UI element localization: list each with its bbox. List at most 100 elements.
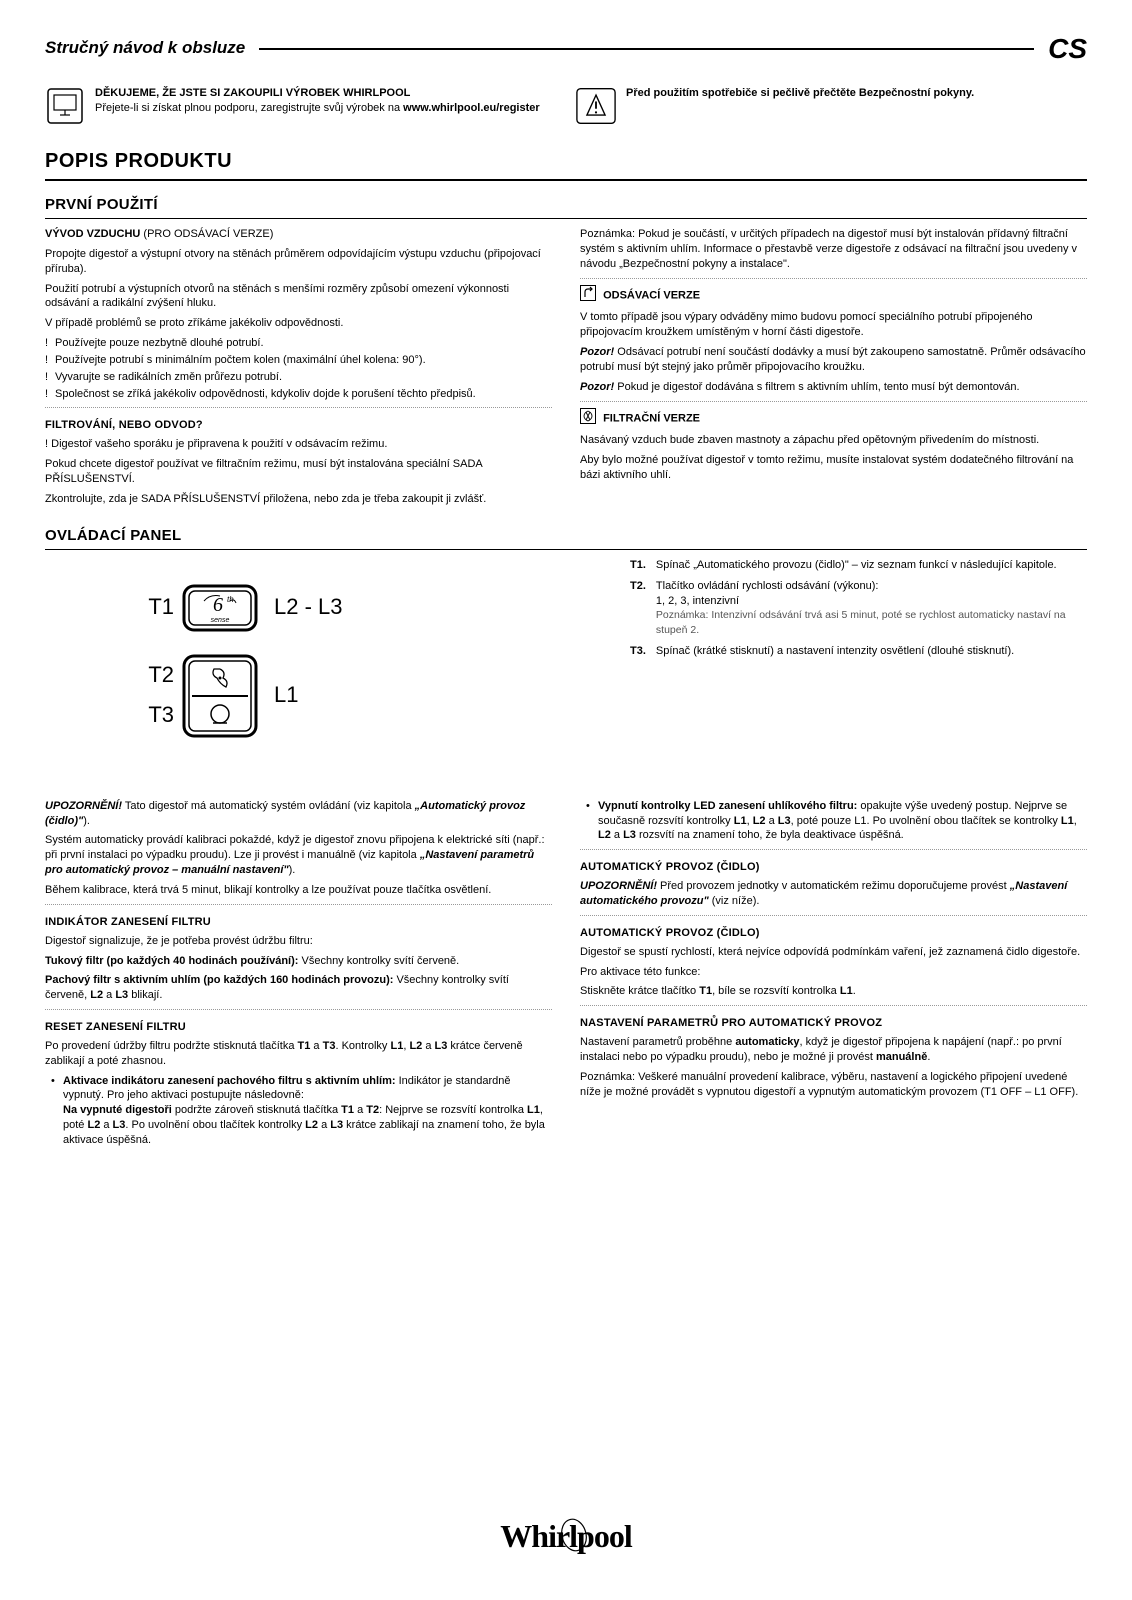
control-panel-title: OVLÁDACÍ PANEL <box>45 526 1087 550</box>
ind3f: blikají. <box>128 989 162 1001</box>
dv1: V tomto případě jsou výpary odváděny mim… <box>580 310 1087 340</box>
t2-key: T2. <box>630 579 656 644</box>
param2: Poznámka: Veškeré manuální provedení kal… <box>580 1070 1087 1100</box>
bullet-deactivation: Vypnutí kontrolky LED zanesení uhlíkovéh… <box>580 799 1087 844</box>
rb1g: L3 <box>778 815 791 827</box>
li-1: Používejte pouze nezbytně dlouhé potrubí… <box>45 336 552 351</box>
t2-line2: 1, 2, 3, intenzivní <box>656 595 739 607</box>
fod1: Digestoř vašeho sporáku je připravena k … <box>51 438 387 450</box>
li-2: Používejte potrubí s minimálním počtem k… <box>45 353 552 368</box>
air-outlet-title: VÝVOD VZDUCHU <box>45 228 140 240</box>
b1n: . Po uvolnění obou tlačítek kontrolky <box>125 1119 305 1131</box>
b1q: L3 <box>330 1119 343 1131</box>
li-3: Vyvarujte se radikálních změn průřezu po… <box>45 370 552 385</box>
ind3d: a <box>103 989 115 1001</box>
duct-icon <box>580 285 596 306</box>
warn1a: UPOZORNĚNÍ! <box>45 800 122 812</box>
r1h: L2 <box>409 1040 422 1052</box>
thanks-text: DĚKUJEME, ŽE JSTE SI ZAKOUPILI VÝROBEK W… <box>95 86 540 116</box>
b1m: L3 <box>113 1119 126 1131</box>
divider <box>580 1005 1087 1006</box>
p-connect: Propojte digestoř a výstupní otvory na s… <box>45 247 552 277</box>
r1e: . Kontrolky <box>335 1040 390 1052</box>
control-panel-row: T1 6 th sense L2 - L3 T2 T3 <box>45 558 1087 785</box>
auto2a: Digestoř se spustí rychlostí, která nejv… <box>580 945 1087 960</box>
b1h: : Nejprve se rozsvítí kontrolka <box>379 1104 527 1116</box>
diagram-col: T1 6 th sense L2 - L3 T2 T3 <box>45 558 502 785</box>
svg-text:T3: T3 <box>148 702 174 727</box>
quick-guide-title: Stručný návod k obsluze <box>45 37 245 60</box>
svg-text:6: 6 <box>213 594 223 616</box>
divider <box>580 849 1087 850</box>
auto2b: Pro aktivace této funkce: <box>580 965 1087 980</box>
t2-val: Tlačítko ovládání rychlosti odsávání (vý… <box>656 579 1087 644</box>
p-disclaimer: V případě problémů se proto zříkáme jaké… <box>45 316 552 331</box>
param1a: Nastavení parametrů proběhne <box>580 1036 735 1048</box>
warn1b: Tato digestoř má automatický systém ovlá… <box>122 800 415 812</box>
divider <box>580 401 1087 402</box>
first-use-columns: VÝVOD VZDUCHU (PRO ODSÁVACÍ VERZE) Propo… <box>45 227 1087 512</box>
rb1e: L2 <box>753 815 766 827</box>
dv2a: Pozor! <box>580 346 614 358</box>
b1o: L2 <box>305 1119 318 1131</box>
r1d: T3 <box>323 1040 336 1052</box>
section-popis-title: POPIS PRODUKTU <box>45 148 1087 181</box>
svg-text:L1: L1 <box>274 682 298 707</box>
control-list: T1. Spínač „Automatického provozu (čidlo… <box>630 558 1087 665</box>
filter-or-duct-title: FILTROVÁNÍ, NEBO ODVOD? <box>45 418 552 433</box>
thanks-title: DĚKUJEME, ŽE JSTE SI ZAKOUPILI VÝROBEK W… <box>95 87 410 99</box>
rb1h: , poté pouze L1. Po uvolnění obou tlačít… <box>791 815 1061 827</box>
svg-text:Whirlpool: Whirlpool <box>500 1518 633 1554</box>
fv1: Nasávaný vzduch bude zbaven mastnoty a z… <box>580 433 1087 448</box>
ind3e: L3 <box>115 989 128 1001</box>
divider <box>580 278 1087 279</box>
rb1k: L2 <box>598 829 611 841</box>
svg-text:L2 - L3: L2 - L3 <box>274 594 343 619</box>
control-legend-col: T1. Spínač „Automatického provozu (čidlo… <box>530 558 1087 785</box>
auto2c: Stiskněte krátce tlačítko <box>580 985 699 997</box>
b1a: Aktivace indikátoru zanesení pachového f… <box>63 1075 396 1087</box>
auto1b: Před provozem jednotky v automatickém re… <box>657 880 1010 892</box>
svg-text:T2: T2 <box>148 662 174 687</box>
indicator-title: INDIKÁTOR ZANESENÍ FILTRU <box>45 915 552 930</box>
b1k: L2 <box>87 1119 100 1131</box>
monitor-icon <box>45 86 85 126</box>
intro-row: DĚKUJEME, ŽE JSTE SI ZAKOUPILI VÝROBEK W… <box>45 86 1087 126</box>
auto1-title: AUTOMATICKÝ PROVOZ (ČIDLO) <box>580 860 1087 875</box>
param1d: manuálně <box>876 1051 927 1063</box>
b1e: T1 <box>341 1104 354 1116</box>
fv2: Aby bylo možné používat digestoř v tomto… <box>580 453 1087 483</box>
warning-box: Před použitím spotřebiče si pečlivě přeč… <box>576 86 1087 126</box>
divider <box>45 904 552 905</box>
auto2-title: AUTOMATICKÝ PROVOZ (ČIDLO) <box>580 926 1087 941</box>
param-title: NASTAVENÍ PARAMETRŮ PRO AUTOMATICKÝ PROV… <box>580 1016 1087 1031</box>
divider <box>45 1009 552 1010</box>
li-4: Společnost se zříká jakékoliv odpovědnos… <box>45 387 552 402</box>
fod2: Pokud chcete digestoř používat ve filtra… <box>45 457 552 487</box>
filter-icon <box>580 408 596 429</box>
warn1d: ). <box>83 815 90 827</box>
col-right-1: Poznámka: Pokud je součástí, v určitých … <box>580 227 1087 512</box>
thanks-body: Přejete-li si získat plnou podporu, zare… <box>95 102 403 114</box>
register-link: www.whirlpool.eu/register <box>403 102 540 114</box>
divider <box>45 407 552 408</box>
ind1: Digestoř signalizuje, že je potřeba prov… <box>45 934 552 949</box>
b1p: a <box>318 1119 330 1131</box>
b1f: a <box>354 1104 366 1116</box>
b1g: T2 <box>366 1104 379 1116</box>
language-code: CS <box>1048 30 1087 68</box>
p1c: ). <box>289 864 296 876</box>
auto2d: T1 <box>699 985 712 997</box>
rb1m: L3 <box>623 829 636 841</box>
ind3c: L2 <box>90 989 103 1001</box>
r1a: Po provedení údržby filtru podržte stisk… <box>45 1040 298 1052</box>
r1b: T1 <box>298 1040 311 1052</box>
param1b: automaticky <box>735 1036 799 1048</box>
filter-version-title: FILTRAČNÍ VERZE <box>603 412 700 424</box>
duct-version-title: ODSÁVACÍ VERZE <box>603 289 700 301</box>
lower-left: UPOZORNĚNÍ! Tato digestoř má automatický… <box>45 799 552 1152</box>
b1i: L1 <box>527 1104 540 1116</box>
b1d: podržte zároveň stisknutá tlačítka <box>172 1104 341 1116</box>
dv2b: Odsávací potrubí není součástí dodávky a… <box>580 346 1086 373</box>
r1j: L3 <box>435 1040 448 1052</box>
